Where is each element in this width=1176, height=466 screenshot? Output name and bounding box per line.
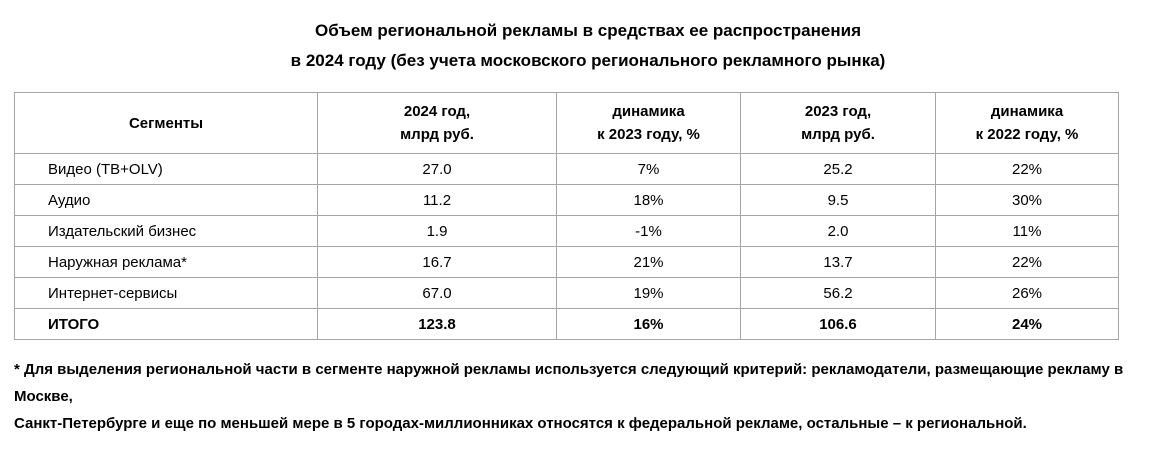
footnote: * Для выделения региональной части в сег… [14, 356, 1162, 437]
value-2024: 123.8 [317, 308, 557, 340]
segment-label: ИТОГО [14, 308, 318, 340]
segment-label: Аудио [14, 184, 318, 216]
header-dynamics-2022: динамика к 2022 году, % [935, 92, 1119, 154]
header-row: Сегменты 2024 год, млрд руб. динамика к … [14, 92, 1119, 154]
header-2024-value: 2024 год, млрд руб. [317, 92, 557, 154]
value-2023: 106.6 [740, 308, 936, 340]
header-dynamics-2022-line-1: динамика [990, 103, 1064, 120]
dynamics-2023: 18% [556, 184, 741, 216]
header-dynamics-2023: динамика к 2023 году, % [556, 92, 741, 154]
value-2024: 11.2 [317, 184, 557, 216]
header-2024-value-line-2: млрд руб. [400, 126, 474, 143]
header-segments: Сегменты [14, 92, 318, 154]
segment-label: Наружная реклама* [14, 246, 318, 278]
title-line-1: Объем региональной рекламы в средствах е… [315, 21, 861, 40]
header-2023-value-line-1: 2023 год, [804, 103, 872, 120]
header-dynamics-2022-line-2: к 2022 году, % [975, 126, 1079, 143]
value-2024: 67.0 [317, 277, 557, 309]
value-2024: 16.7 [317, 246, 557, 278]
value-2024: 1.9 [317, 215, 557, 247]
footnote-line-1: * Для выделения региональной части в сег… [14, 361, 1124, 405]
title-line-2: в 2024 году (без учета московского регио… [290, 51, 886, 70]
value-2023: 2.0 [740, 215, 936, 247]
table-row-total: ИТОГО 123.8 16% 106.6 24% [14, 308, 1119, 340]
segment-label: Видео (ТВ+OLV) [14, 153, 318, 185]
dynamics-2023: 16% [556, 308, 741, 340]
header-dynamics-2023-line-1: динамика [612, 103, 685, 120]
value-2023: 9.5 [740, 184, 936, 216]
dynamics-2022: 11% [935, 215, 1119, 247]
dynamics-2022: 30% [935, 184, 1119, 216]
header-2023-value-line-2: млрд руб. [801, 126, 875, 143]
table-row-outdoor: Наружная реклама* 16.7 21% 13.7 22% [14, 246, 1119, 278]
value-2023: 25.2 [740, 153, 936, 185]
dynamics-2022: 22% [935, 153, 1119, 185]
segment-label: Интернет-сервисы [14, 277, 318, 309]
page-title: Объем региональной рекламы в средствах е… [14, 16, 1162, 76]
value-2023: 56.2 [740, 277, 936, 309]
table-row-internet: Интернет-сервисы 67.0 19% 56.2 26% [14, 277, 1119, 309]
segment-label: Издательский бизнес [14, 215, 318, 247]
value-2024: 27.0 [317, 153, 557, 185]
table-row-publishing: Издательский бизнес 1.9 -1% 2.0 11% [14, 215, 1119, 247]
header-2024-value-line-1: 2024 год, [403, 103, 471, 120]
header-2023-value: 2023 год, млрд руб. [740, 92, 936, 154]
dynamics-2023: 21% [556, 246, 741, 278]
dynamics-2022: 22% [935, 246, 1119, 278]
dynamics-2023: 19% [556, 277, 741, 309]
dynamics-2023: 7% [556, 153, 741, 185]
header-dynamics-2023-line-2: к 2023 году, % [597, 126, 700, 143]
dynamics-2022: 26% [935, 277, 1119, 309]
value-2023: 13.7 [740, 246, 936, 278]
table-row-video: Видео (ТВ+OLV) 27.0 7% 25.2 22% [14, 153, 1119, 185]
header-segments-line-1: Сегменты [128, 114, 204, 132]
dynamics-2022: 24% [935, 308, 1119, 340]
regional-advertising-table: Сегменты 2024 год, млрд руб. динамика к … [14, 92, 1119, 340]
table-row-audio: Аудио 11.2 18% 9.5 30% [14, 184, 1119, 216]
dynamics-2023: -1% [556, 215, 741, 247]
footnote-line-2: Санкт-Петербурге и еще по меньшей мере в… [14, 415, 1027, 432]
